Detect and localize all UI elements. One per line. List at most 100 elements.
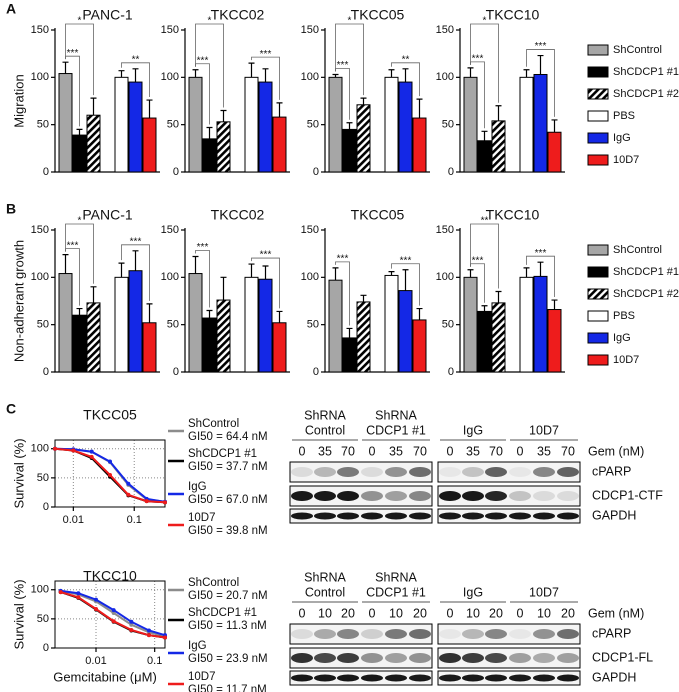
plot-frame — [54, 580, 166, 649]
band — [533, 512, 555, 520]
bar — [114, 276, 129, 373]
band — [462, 467, 484, 477]
band — [509, 512, 531, 520]
error-bar — [388, 69, 395, 78]
band — [314, 629, 336, 639]
bar — [342, 128, 357, 173]
significance-label: *** — [260, 250, 272, 261]
legend-label: IgG — [188, 640, 207, 652]
row-label: GAPDH — [592, 670, 636, 684]
band — [314, 467, 336, 477]
significance-bracket — [526, 255, 555, 298]
error-bar — [467, 67, 474, 78]
blot-box — [289, 647, 433, 669]
error-bar — [118, 262, 125, 278]
y-tick-label: 0 — [173, 166, 179, 178]
legend-swatch — [587, 244, 609, 256]
data-point — [89, 454, 94, 459]
band — [361, 653, 383, 663]
y-tick-label: 150 — [301, 24, 319, 36]
y-tick-label: 0 — [313, 366, 319, 378]
blot-box — [437, 485, 581, 507]
band — [409, 653, 431, 663]
lane-label: 0 — [369, 444, 376, 458]
y-tick-label: 100 — [161, 71, 179, 83]
error-bar — [332, 73, 339, 78]
data-point — [71, 448, 76, 453]
band — [409, 491, 431, 501]
band — [409, 674, 431, 682]
band — [509, 674, 531, 682]
significance-label: *** — [472, 54, 484, 65]
lane-label: 0 — [299, 444, 306, 458]
significance-bracket — [391, 62, 420, 97]
data-point — [111, 619, 116, 624]
band — [557, 491, 579, 501]
blot-box — [437, 623, 581, 645]
error-bar — [206, 126, 213, 139]
lane-label: 10 — [389, 606, 403, 620]
y-tick-label: 50 — [307, 119, 319, 131]
band — [485, 491, 507, 501]
error-bar — [467, 269, 474, 278]
error-bar — [481, 130, 488, 141]
y-tick-label: 50 — [37, 119, 49, 131]
band — [291, 653, 313, 663]
y-tick-label: 150 — [301, 224, 319, 236]
bar — [272, 322, 287, 373]
band — [439, 467, 461, 477]
y-tick-label: 50 — [37, 613, 49, 625]
chart-title: TKCC05 — [351, 7, 405, 23]
legend-gi50: GI50 = 39.8 nM — [188, 525, 268, 537]
band — [361, 629, 383, 639]
legend-gi50: GI50 = 64.4 nM — [188, 431, 268, 443]
band — [462, 674, 484, 682]
legend-swatch — [587, 66, 609, 78]
band — [314, 512, 336, 520]
error-bar — [262, 265, 269, 280]
blot-header: Control — [305, 585, 345, 599]
band — [337, 512, 359, 520]
band — [439, 629, 461, 639]
row-label: GAPDH — [592, 508, 636, 522]
data-point — [163, 635, 167, 640]
legend-label: 10D7 — [188, 671, 216, 683]
band — [509, 653, 531, 663]
plot-frame — [54, 439, 166, 508]
significance-label: ** — [402, 54, 410, 65]
y-tick-label: 100 — [301, 71, 319, 83]
data-point — [108, 459, 112, 464]
band — [291, 629, 313, 639]
band — [485, 674, 507, 682]
band — [462, 653, 484, 663]
band — [533, 674, 555, 682]
error-bar — [146, 303, 153, 323]
bar — [384, 274, 399, 373]
bar — [188, 76, 203, 173]
data-point — [144, 499, 149, 504]
data-point — [111, 611, 116, 616]
bar — [547, 131, 562, 173]
lane-label: 70 — [561, 444, 575, 458]
lane-label: 20 — [489, 606, 503, 620]
bar — [384, 76, 399, 173]
chart-title: TKCC10 — [486, 207, 540, 223]
error-bar — [118, 70, 125, 78]
y-axis-label: Survival (%) — [11, 579, 26, 649]
bar — [328, 279, 343, 373]
bar — [202, 138, 217, 173]
blot-header: ShRNA — [375, 408, 417, 422]
legend-label: ShControl — [613, 244, 662, 256]
data-point — [146, 633, 151, 638]
band — [509, 467, 531, 477]
significance-bracket — [121, 244, 150, 301]
gem-label: Gem (nM) — [588, 606, 644, 620]
data-point — [126, 492, 131, 497]
error-bar — [206, 309, 213, 319]
blot-header: ShRNA — [304, 570, 346, 584]
legend-label: 10D7 — [613, 354, 639, 366]
bar — [72, 314, 87, 373]
y-tick-label: 50 — [37, 472, 49, 484]
bar — [128, 270, 143, 373]
